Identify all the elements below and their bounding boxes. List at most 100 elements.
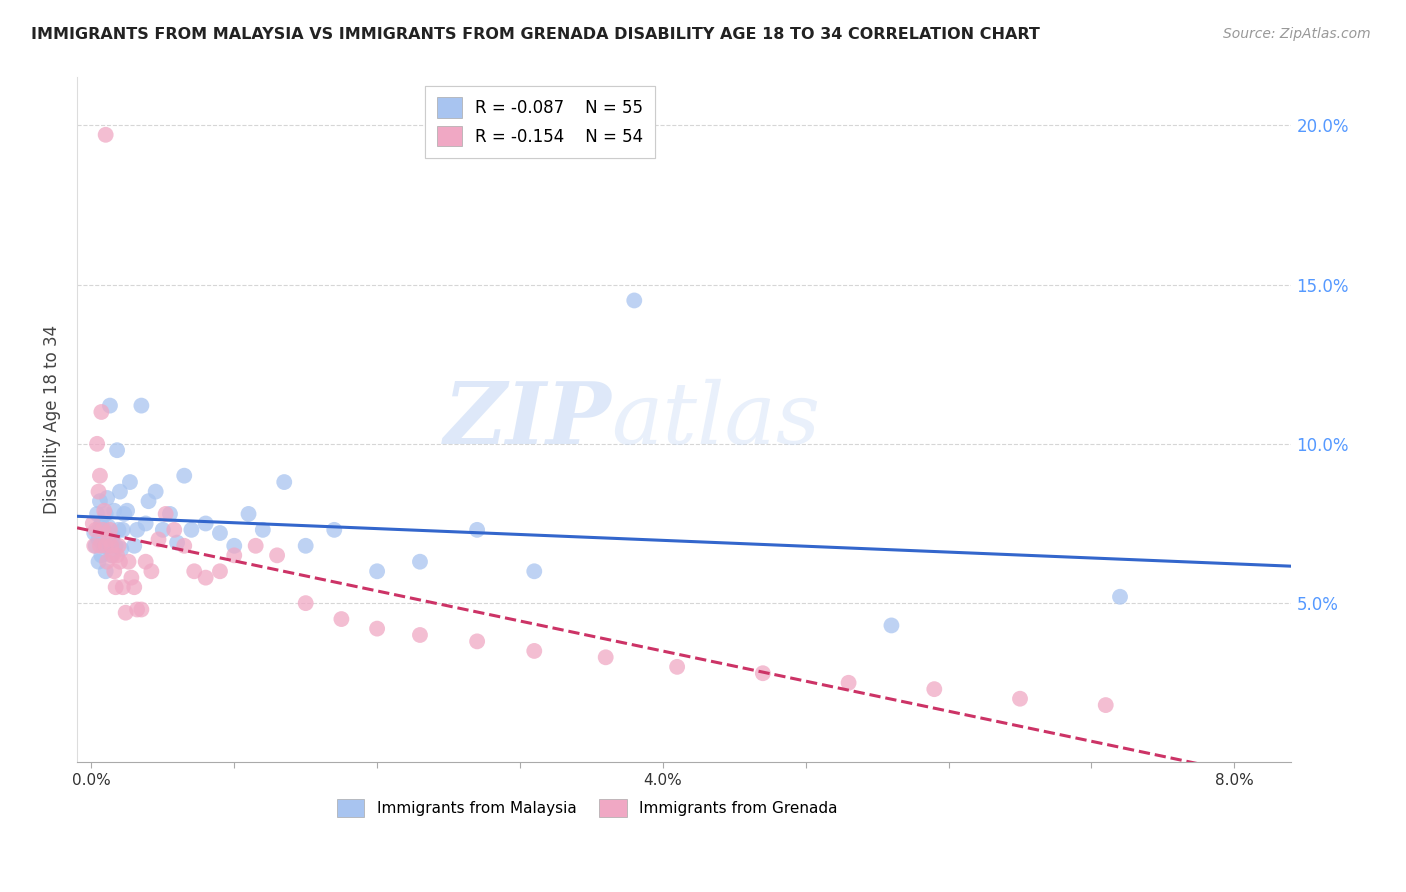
Point	[98, 523, 121, 537]
Point	[97, 539, 120, 553]
Point	[409, 628, 432, 642]
Point	[752, 666, 775, 681]
Point	[112, 507, 135, 521]
Point	[97, 519, 120, 533]
Point	[89, 468, 111, 483]
Point	[224, 539, 246, 553]
Point	[523, 644, 546, 658]
Point	[224, 549, 246, 563]
Point	[194, 516, 217, 531]
Point	[114, 606, 136, 620]
Point	[90, 405, 112, 419]
Point	[110, 541, 132, 556]
Point	[880, 618, 903, 632]
Point	[1109, 590, 1132, 604]
Point	[294, 539, 316, 553]
Point	[104, 539, 127, 553]
Point	[94, 507, 117, 521]
Legend: Immigrants from Malaysia, Immigrants from Grenada: Immigrants from Malaysia, Immigrants fro…	[330, 792, 844, 823]
Point	[93, 504, 115, 518]
Point	[166, 535, 188, 549]
Point	[97, 533, 120, 547]
Point	[118, 475, 141, 489]
Point	[94, 128, 117, 142]
Point	[366, 564, 388, 578]
Point	[96, 491, 118, 505]
Point	[152, 523, 174, 537]
Point	[138, 494, 160, 508]
Point	[238, 507, 260, 521]
Text: Source: ZipAtlas.com: Source: ZipAtlas.com	[1223, 27, 1371, 41]
Point	[87, 533, 110, 547]
Point	[924, 682, 946, 697]
Point	[91, 539, 114, 553]
Point	[330, 612, 353, 626]
Point	[89, 519, 111, 533]
Point	[105, 443, 128, 458]
Point	[98, 399, 121, 413]
Point	[1094, 698, 1116, 712]
Point	[96, 555, 118, 569]
Point	[111, 580, 134, 594]
Point	[120, 571, 142, 585]
Point	[294, 596, 316, 610]
Text: IMMIGRANTS FROM MALAYSIA VS IMMIGRANTS FROM GRENADA DISABILITY AGE 18 TO 34 CORR: IMMIGRANTS FROM MALAYSIA VS IMMIGRANTS F…	[31, 27, 1040, 42]
Point	[131, 399, 153, 413]
Point	[666, 660, 689, 674]
Point	[108, 484, 131, 499]
Point	[100, 549, 122, 563]
Point	[101, 549, 124, 563]
Point	[86, 507, 108, 521]
Point	[127, 602, 149, 616]
Point	[141, 564, 163, 578]
Point	[83, 539, 105, 553]
Point	[155, 507, 177, 521]
Point	[93, 523, 115, 537]
Point	[163, 523, 186, 537]
Point	[183, 564, 205, 578]
Point	[208, 526, 231, 541]
Point	[83, 526, 105, 541]
Point	[117, 555, 139, 569]
Point	[115, 504, 138, 518]
Point	[103, 564, 125, 578]
Point	[135, 555, 157, 569]
Point	[1008, 691, 1031, 706]
Point	[173, 468, 195, 483]
Point	[173, 539, 195, 553]
Point	[82, 516, 104, 531]
Point	[595, 650, 617, 665]
Point	[838, 675, 860, 690]
Point	[89, 539, 111, 553]
Point	[148, 533, 170, 547]
Point	[159, 507, 181, 521]
Point	[366, 622, 388, 636]
Point	[135, 516, 157, 531]
Point	[465, 523, 488, 537]
Point	[252, 523, 274, 537]
Point	[103, 504, 125, 518]
Point	[273, 475, 295, 489]
Point	[409, 555, 432, 569]
Point	[131, 602, 153, 616]
Point	[101, 529, 124, 543]
Point	[100, 539, 122, 553]
Point	[107, 539, 129, 553]
Point	[105, 549, 128, 563]
Point	[84, 523, 107, 537]
Point	[107, 523, 129, 537]
Point	[91, 523, 114, 537]
Point	[90, 516, 112, 531]
Point	[208, 564, 231, 578]
Point	[323, 523, 346, 537]
Point	[523, 564, 546, 578]
Point	[94, 564, 117, 578]
Point	[87, 484, 110, 499]
Point	[108, 555, 131, 569]
Point	[180, 523, 202, 537]
Point	[111, 523, 134, 537]
Point	[84, 539, 107, 553]
Point	[122, 580, 145, 594]
Point	[194, 571, 217, 585]
Point	[127, 523, 149, 537]
